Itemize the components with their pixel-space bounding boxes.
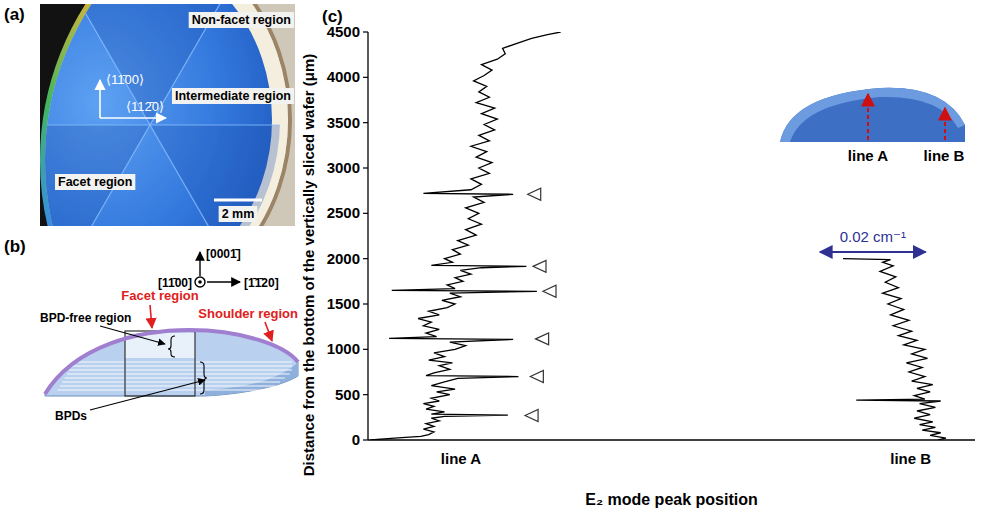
y-tick — [363, 349, 368, 350]
y-ticks: 0 500 1000 1500 2000 2500 3000 3500 4000 4500 — [327, 23, 368, 448]
panel-label: (b) — [4, 237, 26, 256]
facet-boundary — [150, 124, 295, 125]
region-arrow — [150, 305, 152, 328]
direction-arrow — [207, 281, 240, 282]
y-axis — [367, 32, 368, 440]
annotation-arrow — [100, 326, 165, 344]
spike-marker — [528, 188, 541, 200]
bpd-line — [60, 385, 275, 386]
inset-wafer — [780, 88, 965, 142]
y-tick — [363, 77, 368, 78]
annotation: BPD-free region — [40, 311, 131, 325]
y-tick-label: 1000 — [327, 340, 360, 357]
spike-marker — [525, 410, 538, 422]
series-label: line B — [890, 450, 931, 467]
brace — [168, 336, 175, 357]
y-tick — [363, 31, 368, 32]
region-label: Facet region — [121, 288, 198, 303]
region-label: Non-facet region — [192, 13, 291, 27]
y-tick-label: 4500 — [327, 23, 360, 40]
bpd-line — [62, 381, 280, 382]
y-tick-label: 2000 — [327, 250, 360, 267]
x-axis-title: E₂ mode peak position — [585, 491, 757, 508]
figure: (a) ⟨11̄00⟩ ⟨112̄0⟩ Non-facet region Interme… — [0, 0, 997, 521]
y-tick — [363, 303, 368, 304]
x-axis — [368, 439, 975, 440]
y-tick-label: 3500 — [327, 114, 360, 131]
annotation-arrow — [90, 380, 205, 410]
inset-label: line B — [924, 147, 965, 164]
facet-sector — [150, 125, 295, 226]
y-tick-label: 0 — [352, 431, 360, 448]
data-line — [371, 32, 561, 440]
label-patch — [189, 12, 294, 28]
direction-label: [1̄1̄20] — [244, 276, 279, 290]
bpd-line — [67, 373, 290, 374]
photo — [40, 4, 295, 226]
y-tick — [363, 258, 368, 259]
label-patch — [172, 88, 294, 104]
direction-arrow — [199, 252, 200, 276]
y-tick — [363, 122, 368, 123]
label-patch — [219, 206, 258, 222]
inset-line — [867, 94, 869, 140]
direction-arrow — [99, 80, 101, 118]
direction-out-dot — [198, 280, 202, 284]
scale-bar-label: 2 mm — [222, 207, 255, 221]
y-tick-label: 2500 — [327, 204, 360, 221]
bpd-line — [74, 361, 292, 362]
brace — [200, 362, 207, 394]
facet-sector — [40, 125, 150, 226]
spike-marker — [543, 285, 556, 297]
y-tick — [363, 213, 368, 214]
direction-out — [195, 277, 205, 287]
disk — [40, 4, 295, 226]
inset-wafer-top — [780, 88, 965, 142]
spike-marker — [530, 371, 543, 383]
y-tick — [363, 394, 368, 395]
scale-bar — [214, 199, 262, 202]
scale-bar — [820, 251, 926, 253]
slice-box — [125, 331, 195, 396]
label-patch — [55, 174, 135, 190]
y-tick-label: 500 — [335, 386, 360, 403]
y-axis-title: Distance from the bottom of the vertical… — [300, 54, 317, 477]
panel-label: (a) — [4, 5, 25, 24]
y-tick-label: 1500 — [327, 295, 360, 312]
region-label: Facet region — [58, 175, 132, 189]
y-tick-label: 4000 — [327, 68, 360, 85]
series-label: line A — [441, 450, 481, 467]
inset-line — [944, 108, 946, 140]
data-line — [843, 259, 946, 440]
inset: line A line B — [780, 88, 965, 164]
spike-markers — [525, 188, 556, 421]
facet-pattern — [40, 4, 295, 226]
bpd-line — [72, 365, 292, 366]
spike-marker — [533, 260, 546, 272]
direction-label: [0001̄] — [206, 247, 241, 261]
region-label: Intermediate region — [175, 89, 291, 103]
direction-arrow — [100, 117, 166, 119]
y-tick — [363, 167, 368, 168]
region-arrow — [265, 322, 272, 341]
direction-label: ⟨11̄00⟩ — [106, 72, 144, 87]
direction-label: ⟨112̄0⟩ — [126, 99, 164, 114]
shoulder-rim — [45, 330, 298, 394]
region-label: Shoulder region — [198, 306, 298, 321]
scale-bar-label: 0.02 cm⁻¹ — [840, 228, 906, 245]
y-tick-label: 3000 — [327, 159, 360, 176]
wafer — [45, 330, 298, 396]
spike-marker — [536, 333, 549, 345]
y-tick — [363, 439, 368, 440]
inset-label: line A — [848, 147, 888, 164]
bpd-line — [65, 377, 285, 378]
facet-boundary — [40, 124, 150, 125]
bpd-line — [69, 369, 292, 370]
facet-boundary — [40, 125, 150, 226]
wafer-side — [205, 362, 298, 396]
facet-boundary — [150, 125, 280, 226]
annotation: BPDs — [55, 409, 87, 423]
